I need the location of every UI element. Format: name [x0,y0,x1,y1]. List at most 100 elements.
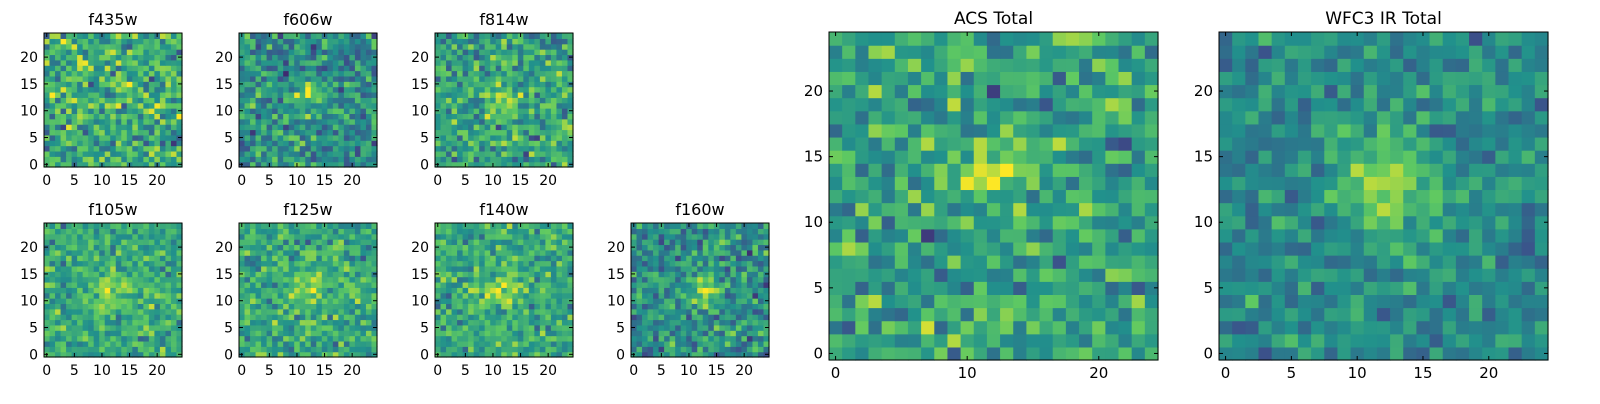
heatmap-cell [725,244,731,250]
heatmap-cell [61,54,67,60]
heatmap-cell [496,293,502,299]
heatmap-cell [551,119,557,125]
heatmap-cell [105,38,111,44]
heatmap-cell [708,346,714,352]
heatmap-cell [289,44,295,50]
heatmap-cell [714,293,720,299]
heatmap-cell [468,239,474,245]
heatmap-cell [256,71,262,77]
heatmap-cell [507,54,513,60]
heatmap-cell [485,108,491,114]
heatmap-cell [245,146,251,152]
heatmap-cell [72,135,78,141]
heatmap-cell [921,281,935,295]
heatmap-cell [278,135,284,141]
heatmap-cell [278,346,284,352]
heatmap-cell [160,325,166,331]
heatmap-cell [360,113,366,119]
heatmap-cell [446,60,452,66]
heatmap-cell [154,250,160,256]
heatmap-cell [77,341,83,347]
heatmap-cell [452,309,458,315]
heatmap-cell [256,151,262,157]
heatmap-cell [66,140,72,146]
heatmap-cell [94,76,100,82]
heatmap-cell [250,293,256,299]
heatmap-cell [278,325,284,331]
heatmap-cell [490,261,496,267]
heatmap-cell [360,92,366,98]
heatmap-cell [355,346,361,352]
heatmap-cell [143,54,149,60]
heatmap-cell [160,81,166,87]
heatmap-cell [562,314,568,320]
heatmap-cell [457,239,463,245]
heatmap-cell [529,140,535,146]
heatmap-cell [127,266,133,272]
heatmap-cell [121,325,127,331]
heatmap-cell [562,250,568,256]
heatmap-cell [501,49,507,55]
heatmap-cell [457,60,463,66]
heatmap-cell [55,298,61,304]
heatmap-cell [99,60,105,66]
heatmap-cell [88,146,94,152]
heatmap-cell [523,65,529,71]
heatmap-cell [631,282,637,288]
heatmap-cell [311,330,317,336]
heatmap-cell [529,303,535,309]
heatmap-cell [322,156,328,162]
heatmap-cell [485,151,491,157]
heatmap-cell [171,287,177,293]
heatmap-cell [289,330,295,336]
heatmap-cell [239,97,245,103]
heatmap-cell [518,228,524,234]
heatmap-cell [670,287,676,293]
heatmap-cell [256,309,262,315]
heatmap-cell [540,156,546,162]
heatmap-cell [1026,189,1040,203]
y-tick-label: 5 [224,321,233,337]
heatmap-cell [686,239,692,245]
heatmap-cell [333,97,339,103]
heatmap-cell [708,309,714,315]
heatmap-cell [675,271,681,277]
heatmap-cell [127,325,133,331]
heatmap-cell [523,71,529,77]
heatmap-cell [474,228,480,234]
heatmap-cell [50,303,56,309]
heatmap-cell [171,250,177,256]
heatmap-cell [435,234,441,240]
heatmap-cell [556,234,562,240]
heatmap-cell [747,282,753,288]
heatmap-cell [485,346,491,352]
heatmap-cell [855,294,869,308]
heatmap-cell [322,271,328,277]
heatmap-cell [250,124,256,130]
heatmap-cell [338,113,344,119]
heatmap-cell [529,325,535,331]
heatmap-cell [165,129,171,135]
heatmap-cell [653,282,659,288]
heatmap-cell [50,54,56,60]
heatmap-cell [333,44,339,50]
heatmap-cell [349,266,355,272]
heatmap-cell [116,293,122,299]
heatmap-cell [895,176,909,190]
heatmap-cell [540,54,546,60]
heatmap-cell [61,223,67,229]
heatmap-cell [675,244,681,250]
heatmap-cell [529,293,535,299]
heatmap-cell [245,336,251,342]
heatmap-cell [446,330,452,336]
heatmap-cell [278,293,284,299]
heatmap-cell [468,38,474,44]
heatmap-cell [55,119,61,125]
heatmap-cell [61,346,67,352]
heatmap-cell [725,255,731,261]
heatmap-cell [714,287,720,293]
heatmap-cell [752,234,758,240]
heatmap-cell [305,287,311,293]
heatmap-cell [463,129,469,135]
